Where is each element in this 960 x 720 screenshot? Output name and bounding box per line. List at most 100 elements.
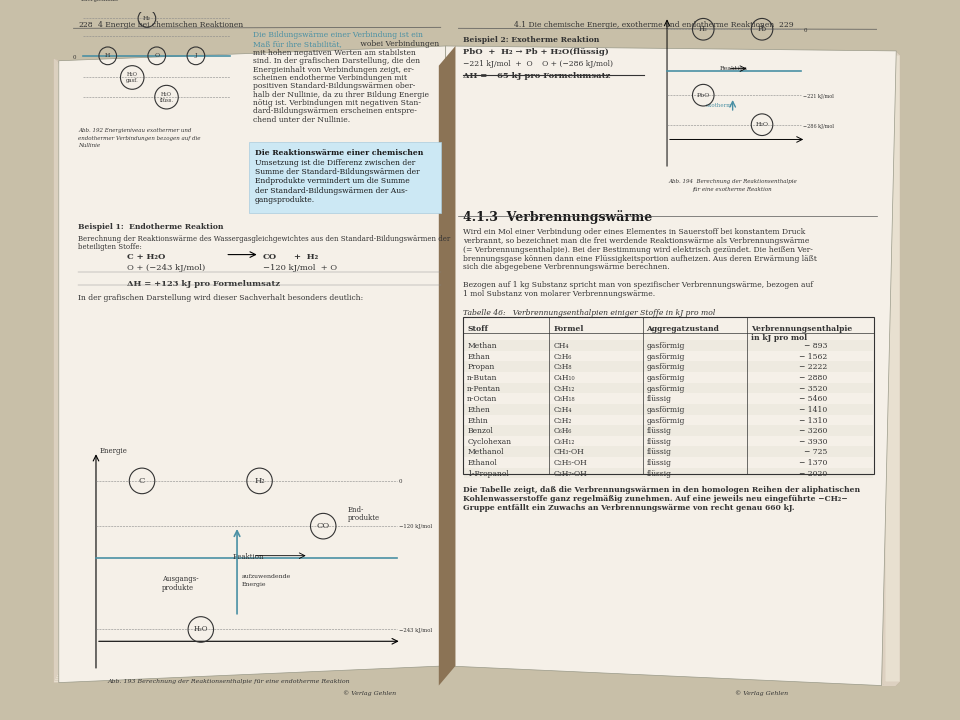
- Text: Beispiel 1:  Endotherme Reaktion: Beispiel 1: Endotherme Reaktion: [79, 223, 224, 231]
- Text: C₃H₈: C₃H₈: [553, 364, 572, 372]
- Text: H₂O
gasf.: H₂O gasf.: [126, 72, 138, 83]
- Text: produkte: produkte: [348, 514, 380, 522]
- Text: Benzol: Benzol: [468, 427, 493, 435]
- Polygon shape: [54, 59, 59, 683]
- Text: O: O: [155, 53, 159, 58]
- Text: Abb. 193 Berechnung der Reaktionsenthalpie für eine endotherme Reaktion: Abb. 193 Berechnung der Reaktionsenthalp…: [108, 679, 350, 684]
- Text: − 2880: − 2880: [800, 374, 828, 382]
- Text: gasförmig: gasförmig: [646, 364, 684, 372]
- Text: der Standard-Bildungswärmen der Aus-: der Standard-Bildungswärmen der Aus-: [254, 186, 407, 194]
- Text: exotherm: exotherm: [707, 103, 732, 108]
- Text: H₂O: H₂O: [756, 122, 769, 127]
- Text: mit hohen negativen Werten am stabilsten: mit hohen negativen Werten am stabilsten: [252, 49, 416, 57]
- Text: End-: End-: [348, 506, 364, 515]
- Polygon shape: [885, 55, 900, 682]
- Text: 4.1 Die chemische Energie, exotherme und endotherme Reaktionen  229: 4.1 Die chemische Energie, exotherme und…: [515, 22, 794, 30]
- FancyBboxPatch shape: [249, 143, 441, 213]
- Polygon shape: [884, 54, 900, 683]
- Bar: [464, 383, 874, 393]
- Bar: [464, 426, 874, 436]
- Text: Formel: Formel: [553, 325, 584, 333]
- Text: H₂O
flüss.: H₂O flüss.: [159, 91, 174, 102]
- Text: © Verlag Gehlen: © Verlag Gehlen: [343, 690, 396, 696]
- Text: Propan: Propan: [468, 364, 494, 372]
- Text: PbO: PbO: [697, 93, 710, 98]
- Bar: [464, 446, 874, 457]
- Text: Beispiel 2: Exotherme Reaktion: Beispiel 2: Exotherme Reaktion: [464, 36, 600, 44]
- Text: Maß für ihre Stabilität,: Maß für ihre Stabilität,: [252, 40, 342, 48]
- Text: 0: 0: [398, 479, 402, 484]
- Bar: [464, 317, 874, 474]
- Bar: [464, 340, 874, 351]
- Text: flüssig: flüssig: [646, 427, 671, 435]
- Text: C₆H₁₂: C₆H₁₂: [553, 438, 575, 446]
- Text: H₂: H₂: [143, 16, 151, 21]
- Text: C₃H₇-OH: C₃H₇-OH: [553, 469, 588, 477]
- Text: beteiligten Stoffe:: beteiligten Stoffe:: [79, 243, 142, 251]
- Polygon shape: [881, 51, 897, 685]
- Text: für eine exotherme Reaktion: für eine exotherme Reaktion: [693, 186, 773, 192]
- Text: flüssig: flüssig: [646, 449, 671, 456]
- Text: gasförmig: gasförmig: [646, 384, 684, 392]
- Text: nötig ist. Verbindungen mit negativen Stan-: nötig ist. Verbindungen mit negativen St…: [252, 99, 420, 107]
- Text: −120 kJ/mol  + O: −120 kJ/mol + O: [262, 264, 337, 272]
- Text: flüssig: flüssig: [646, 469, 671, 477]
- Text: C₂H₆: C₂H₆: [553, 353, 572, 361]
- Text: CH₃-OH: CH₃-OH: [553, 449, 584, 456]
- Polygon shape: [57, 62, 61, 677]
- Text: endothermer Verbindungen bezogen auf die: endothermer Verbindungen bezogen auf die: [79, 135, 201, 140]
- Polygon shape: [439, 46, 455, 685]
- Text: dard-Bildungswärmen erscheinen entspre-: dard-Bildungswärmen erscheinen entspre-: [252, 107, 417, 115]
- Text: wobei Verbindungen: wobei Verbindungen: [358, 40, 440, 48]
- Text: − 3930: − 3930: [799, 438, 828, 446]
- Text: © Verlag Gehlen: © Verlag Gehlen: [734, 690, 788, 696]
- Text: 1 mol Substanz von molarer Verbrennungswärme.: 1 mol Substanz von molarer Verbrennungsw…: [464, 290, 656, 298]
- Text: Abb. 194  Berechnung der Reaktionsenthalpie: Abb. 194 Berechnung der Reaktionsenthalp…: [668, 179, 797, 184]
- Text: sich die abgegebene Verbrennungswärme berechnen.: sich die abgegebene Verbrennungswärme be…: [464, 264, 670, 271]
- Text: Gruppe entfällt ein Zuwachs an Verbrennungswärme von recht genau 660 kJ.: Gruppe entfällt ein Zuwachs an Verbrennu…: [464, 503, 795, 511]
- Text: C₂H₄: C₂H₄: [553, 406, 572, 414]
- Text: − 1370: − 1370: [800, 459, 828, 467]
- Text: Methan: Methan: [468, 342, 497, 350]
- Text: gangsprodukte.: gangsprodukte.: [254, 196, 315, 204]
- Text: −120 kJ/mol: −120 kJ/mol: [398, 524, 432, 529]
- Text: chend unter der Nullinie.: chend unter der Nullinie.: [252, 116, 349, 124]
- Text: Ethan: Ethan: [468, 353, 491, 361]
- Text: CO: CO: [262, 253, 276, 261]
- Text: aufzuwendende: aufzuwendende: [242, 575, 291, 580]
- Bar: [464, 468, 874, 478]
- Text: Reaktion: Reaktion: [233, 553, 265, 561]
- Text: − 1562: − 1562: [800, 353, 828, 361]
- Text: − 1310: − 1310: [800, 417, 828, 425]
- Text: Methanol: Methanol: [468, 449, 504, 456]
- Text: n-Butan: n-Butan: [468, 374, 497, 382]
- Text: Ethen: Ethen: [468, 406, 491, 414]
- Text: Energieinhalt: Energieinhalt: [81, 0, 118, 1]
- Polygon shape: [58, 63, 62, 675]
- Text: positiven Standard-Bildungswärmen ober-: positiven Standard-Bildungswärmen ober-: [252, 82, 415, 91]
- Text: −221 kJ/mol  +  O    O + (−286 kJ/mol): −221 kJ/mol + O O + (−286 kJ/mol): [464, 60, 613, 68]
- Text: C: C: [139, 477, 145, 485]
- Text: In der grafischen Darstellung wird dieser Sachverhalt besonders deutlich:: In der grafischen Darstellung wird diese…: [79, 294, 364, 302]
- Polygon shape: [55, 60, 60, 680]
- Text: Stoff: Stoff: [468, 325, 488, 333]
- Text: C₂H₂: C₂H₂: [553, 417, 572, 425]
- Text: − 3520: − 3520: [800, 384, 828, 392]
- Text: n-Pentan: n-Pentan: [468, 384, 501, 392]
- Text: gasförmig: gasförmig: [646, 353, 684, 361]
- Text: 0: 0: [73, 55, 77, 60]
- Text: 4 Energie bei chemischen Reaktionen: 4 Energie bei chemischen Reaktionen: [98, 22, 243, 30]
- Text: Tabelle 46:   Verbrennungsenthalpien einiger Stoffe in kJ pro mol: Tabelle 46: Verbrennungsenthalpien einig…: [464, 309, 715, 317]
- Text: brennungsgase können dann eine Flüssigkeitsportion aufheizen. Aus deren Erwärmun: brennungsgase können dann eine Flüssigke…: [464, 255, 817, 263]
- Text: gasförmig: gasförmig: [646, 417, 684, 425]
- Text: Cyclohexan: Cyclohexan: [468, 438, 512, 446]
- Polygon shape: [445, 46, 897, 685]
- Text: CO: CO: [317, 522, 330, 530]
- Text: n-Octan: n-Octan: [468, 395, 497, 403]
- Text: scheinen endotherme Verbindungen mit: scheinen endotherme Verbindungen mit: [252, 74, 407, 82]
- Text: Energie: Energie: [242, 582, 267, 588]
- Text: − 5460: − 5460: [800, 395, 828, 403]
- Bar: [464, 361, 874, 372]
- Text: in kJ pro mol: in kJ pro mol: [752, 334, 807, 342]
- Text: CH₄: CH₄: [553, 342, 569, 350]
